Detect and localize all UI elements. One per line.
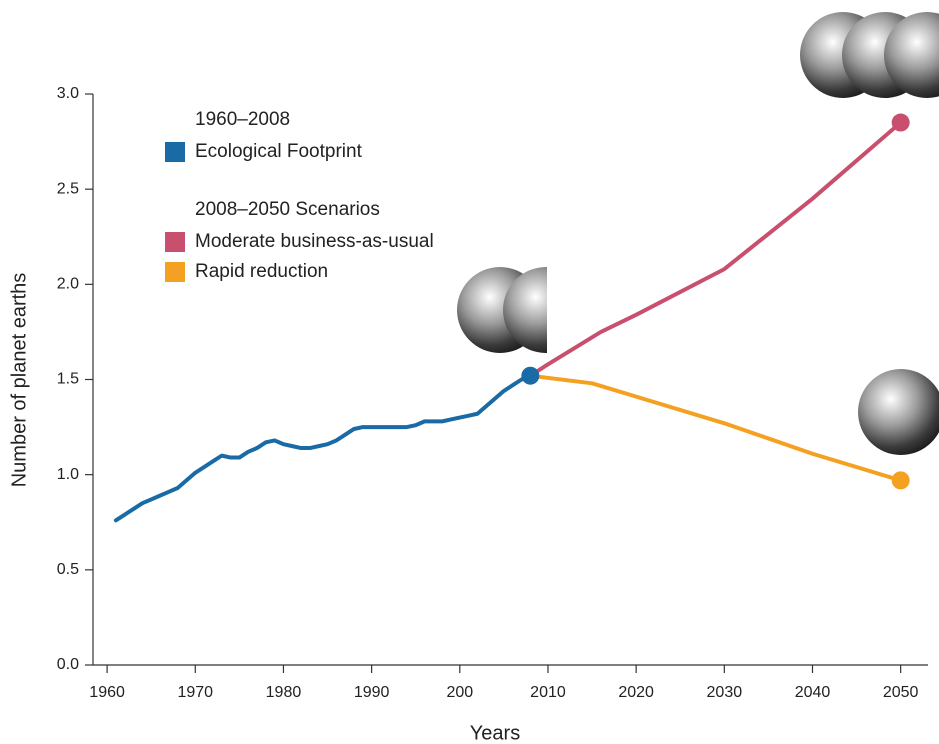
- x-tick-label: 1980: [266, 684, 302, 701]
- series-line: [528, 120, 903, 378]
- end-point: [521, 366, 540, 385]
- legend-group-title: 1960–2008: [195, 109, 290, 130]
- x-tick-label: 2020: [618, 684, 654, 701]
- series-line: [113, 373, 533, 523]
- legend-swatch: [165, 142, 185, 162]
- x-tick-label: 200: [446, 684, 473, 701]
- legend-label: Moderate business-as-usual: [195, 231, 434, 252]
- x-tick-label: 1970: [177, 684, 213, 701]
- y-tick-label: 3.0: [57, 85, 79, 102]
- y-tick-label: 0.5: [57, 561, 79, 578]
- legend-group-title: 2008–2050 Scenarios: [195, 199, 380, 220]
- end-point: [891, 471, 910, 490]
- legend-label: Rapid reduction: [195, 261, 328, 282]
- y-tick-label: 2.0: [57, 276, 79, 293]
- x-tick-label: 2030: [707, 684, 743, 701]
- globe-icons: [457, 12, 939, 455]
- y-tick-label: 1.5: [57, 371, 79, 388]
- x-tick-label: 2010: [530, 684, 566, 701]
- legend-swatch: [165, 232, 185, 252]
- x-tick-label: 1990: [354, 684, 390, 701]
- end-point: [891, 113, 910, 132]
- y-tick-label: 2.5: [57, 180, 79, 197]
- x-tick-label: 1960: [89, 684, 125, 701]
- series-line: [528, 373, 903, 483]
- x-tick-label: 2040: [795, 684, 831, 701]
- legend-label: Ecological Footprint: [195, 141, 363, 162]
- y-tick-label: 0.0: [57, 656, 79, 673]
- x-axis-title: Years: [470, 722, 520, 744]
- legend-swatch: [165, 262, 185, 282]
- x-tick-label: 2050: [883, 684, 919, 701]
- y-tick-label: 1.0: [57, 466, 79, 483]
- y-axis-title: Number of planet earths: [8, 273, 30, 488]
